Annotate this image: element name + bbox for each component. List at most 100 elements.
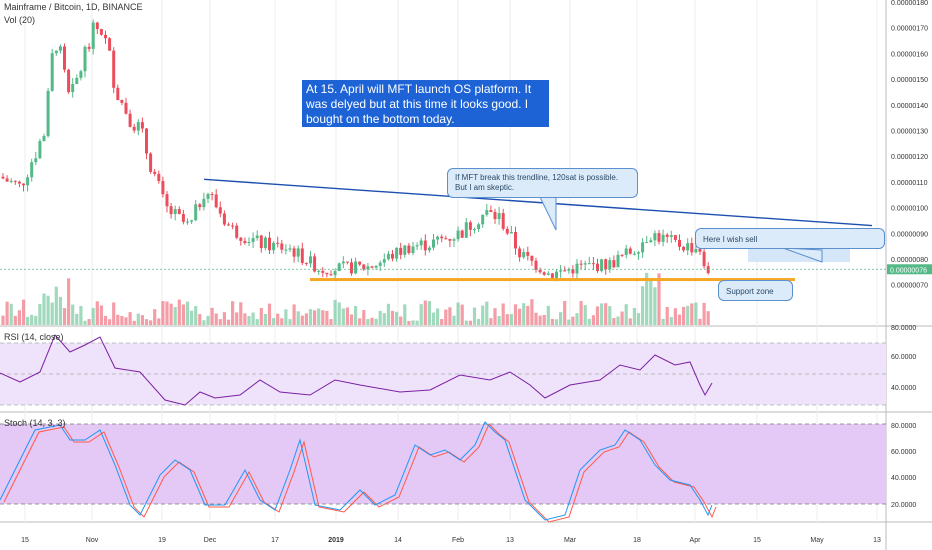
- volume-bar: [366, 319, 370, 325]
- volume-bar: [296, 311, 300, 325]
- volume-bar: [526, 305, 530, 325]
- volume-bar: [505, 314, 509, 325]
- volume-bar: [91, 308, 95, 325]
- volume-bar: [140, 315, 144, 325]
- candle-body: [546, 273, 550, 275]
- volume-bar: [288, 319, 292, 325]
- candle-body: [321, 270, 325, 273]
- volume-bar: [206, 315, 210, 325]
- volume-bar: [329, 319, 333, 325]
- volume-bar: [5, 301, 9, 325]
- volume-bar: [165, 301, 169, 325]
- candle-body: [460, 230, 464, 238]
- candle-body: [370, 266, 374, 268]
- date-tick-label: Dec: [204, 537, 217, 544]
- candle-body: [374, 265, 378, 268]
- launch-note[interactable]: At 15. April will MFT launch OS platform…: [302, 80, 549, 127]
- volume-bar: [534, 312, 538, 325]
- volume-bar: [612, 318, 616, 325]
- volume-bar: [276, 313, 280, 325]
- volume-bar: [317, 308, 321, 325]
- volume-bar: [673, 308, 677, 325]
- candle-body: [30, 162, 34, 178]
- volume-bar: [231, 301, 235, 325]
- candle-body: [403, 245, 407, 255]
- candle-body: [235, 225, 239, 238]
- candle-body: [313, 256, 317, 272]
- candle-body: [653, 233, 657, 241]
- volume-bar: [247, 315, 251, 325]
- volume-bar: [153, 309, 157, 325]
- volume-bar: [71, 304, 75, 325]
- candle-body: [411, 246, 415, 254]
- volume-bar: [284, 309, 288, 325]
- volume-bar: [538, 315, 542, 325]
- candle-body: [645, 242, 649, 244]
- support-callout[interactable]: Support zone: [718, 280, 793, 301]
- candle-body: [177, 209, 181, 214]
- candle-body: [362, 264, 366, 270]
- rsi-tick-label: 60.0000: [891, 354, 916, 361]
- resistance-trendline: [203, 178, 873, 227]
- volume-bar: [595, 306, 600, 325]
- sell-callout[interactable]: Here I wish sell: [695, 228, 885, 249]
- volume-bar: [657, 273, 661, 325]
- volume-bar: [579, 301, 583, 325]
- volume-bar: [218, 319, 222, 325]
- support-zone-line: [310, 278, 795, 282]
- date-tick-label: Apr: [690, 537, 702, 544]
- candle-body: [222, 213, 226, 225]
- candle-body: [247, 241, 251, 244]
- volume-bar: [694, 302, 698, 325]
- candle-body: [608, 260, 612, 270]
- candle-body: [9, 180, 13, 182]
- candle-body: [567, 269, 571, 271]
- candle-body: [13, 180, 17, 182]
- volume-bar: [702, 302, 706, 325]
- volume-bar: [173, 307, 177, 325]
- volume-bar: [341, 308, 345, 325]
- candle-body: [329, 274, 333, 276]
- candle-body: [423, 240, 427, 251]
- volume-bar: [337, 302, 341, 325]
- candle-body: [637, 252, 640, 254]
- volume-bar: [210, 307, 214, 325]
- volume-bar: [214, 313, 218, 325]
- volume-bar: [124, 317, 128, 325]
- volume-bar: [34, 315, 38, 325]
- candle-body: [259, 235, 263, 249]
- candle-body: [239, 237, 243, 241]
- candle-body: [694, 249, 698, 253]
- volume-bar: [636, 313, 641, 325]
- volume-bar: [112, 302, 116, 325]
- volume-bar: [682, 306, 686, 325]
- candle-body: [448, 238, 452, 241]
- candle-body: [341, 261, 345, 264]
- candle-body: [104, 34, 107, 39]
- volume-bar: [600, 303, 604, 325]
- callout-pointer: [782, 247, 823, 263]
- volume-bar: [30, 314, 34, 325]
- trendline-callout[interactable]: If MFT break this trendline, 120sat is p…: [447, 168, 638, 198]
- candle-body: [522, 252, 526, 258]
- volume-bar: [62, 308, 67, 325]
- candle-body: [407, 245, 411, 254]
- volume-bar: [116, 314, 120, 325]
- price-tick-label: 0.00000090: [891, 231, 928, 238]
- candle-body: [210, 193, 214, 195]
- volume-bar: [497, 315, 501, 325]
- volume-bar: [83, 320, 87, 325]
- candle-body: [214, 194, 218, 208]
- candle-body: [309, 256, 312, 264]
- volume-bar: [79, 305, 83, 325]
- candle-body: [87, 46, 91, 49]
- volume-bar: [456, 302, 460, 325]
- date-tick-label: May: [810, 537, 824, 544]
- candle-body: [702, 251, 706, 267]
- stoch-k-line: [0, 421, 713, 521]
- stoch-tick-label: 40.0000: [891, 475, 916, 482]
- candle-body: [34, 158, 38, 163]
- date-tick-label: Nov: [86, 537, 99, 544]
- volume-bar: [542, 314, 546, 325]
